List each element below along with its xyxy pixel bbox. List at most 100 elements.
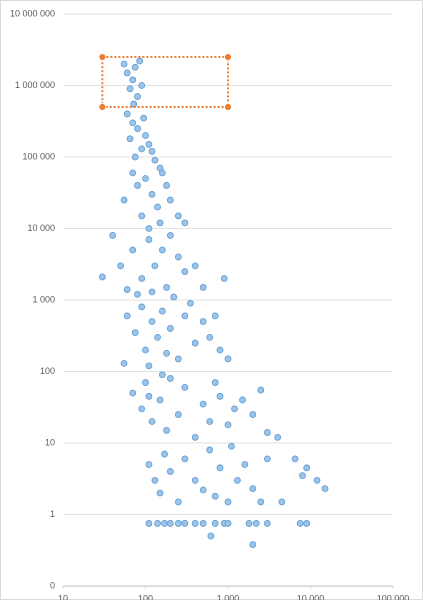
point: [191, 339, 199, 347]
point: [129, 246, 137, 254]
point: [321, 485, 329, 493]
point: [142, 175, 149, 182]
point: [129, 169, 137, 177]
y-tick-label: 0: [50, 580, 55, 590]
point: [199, 520, 207, 527]
point: [231, 405, 238, 413]
point: [145, 392, 153, 400]
x-tick-label: 100: [138, 593, 153, 600]
point: [129, 76, 137, 84]
y-tick-label: 100: [40, 366, 55, 376]
point: [120, 196, 128, 204]
point: [151, 156, 159, 164]
point: [206, 446, 214, 454]
point: [166, 520, 174, 527]
point: [245, 520, 253, 527]
point: [154, 520, 161, 527]
point: [120, 60, 128, 68]
point: [140, 114, 148, 122]
point: [241, 461, 249, 468]
point: [98, 273, 106, 281]
point: [249, 541, 257, 548]
point: [148, 288, 156, 296]
point: [129, 119, 137, 127]
point: [166, 232, 174, 239]
point: [216, 392, 224, 400]
point: [120, 359, 128, 367]
point: [211, 520, 219, 527]
point: [174, 212, 182, 220]
point: [263, 429, 271, 436]
point: [151, 476, 159, 484]
point: [278, 498, 286, 506]
point: [199, 400, 207, 408]
point: [211, 312, 219, 320]
point: [163, 182, 170, 189]
point: [158, 371, 166, 379]
point: [158, 169, 166, 177]
point: [191, 520, 199, 527]
point: [239, 396, 246, 404]
point: [249, 485, 257, 493]
point: [220, 275, 228, 282]
point: [123, 69, 131, 77]
point: [126, 85, 134, 93]
point: [131, 63, 139, 71]
point: [131, 329, 139, 336]
point: [174, 520, 182, 527]
point: [145, 236, 153, 243]
point: [134, 93, 141, 100]
point: [142, 132, 149, 139]
y-tick-label: 10: [45, 437, 55, 447]
x-tick-label: 100 000: [377, 593, 410, 600]
point: [249, 411, 257, 418]
point: [263, 520, 271, 527]
point: [199, 284, 207, 291]
point: [145, 520, 153, 527]
point: [166, 375, 174, 382]
point: [191, 476, 199, 484]
point: [117, 262, 125, 270]
highlight-handle: [224, 103, 232, 111]
x-tick-label: 10: [58, 593, 68, 600]
y-tick-label: 1: [50, 509, 55, 519]
point: [161, 520, 168, 527]
point: [303, 520, 311, 527]
point: [191, 433, 199, 441]
point: [123, 286, 131, 293]
point: [148, 190, 156, 198]
point: [138, 275, 146, 282]
point: [224, 520, 232, 527]
point: [166, 468, 174, 475]
point: [151, 262, 159, 270]
point: [228, 442, 235, 450]
point: [181, 312, 189, 320]
point: [163, 427, 170, 434]
point: [154, 333, 161, 341]
y-tick-label: 10 000: [27, 223, 55, 233]
point: [134, 125, 141, 132]
y-tick-label: 100 000: [22, 151, 55, 161]
point: [138, 82, 146, 89]
point: [170, 293, 178, 301]
point: [211, 492, 219, 500]
highlight-handle: [98, 53, 107, 61]
point: [163, 349, 170, 357]
point: [174, 498, 182, 506]
point: [156, 219, 164, 227]
point: [207, 532, 215, 540]
point: [145, 225, 153, 232]
point: [257, 498, 265, 506]
point: [224, 498, 232, 506]
point: [154, 203, 161, 211]
point: [303, 464, 311, 472]
point: [138, 303, 146, 311]
point: [145, 362, 153, 370]
point: [206, 418, 214, 425]
point: [161, 450, 168, 458]
point: [224, 421, 232, 429]
point: [142, 379, 149, 386]
point: [224, 355, 232, 363]
point: [148, 418, 156, 425]
point: [145, 141, 153, 148]
